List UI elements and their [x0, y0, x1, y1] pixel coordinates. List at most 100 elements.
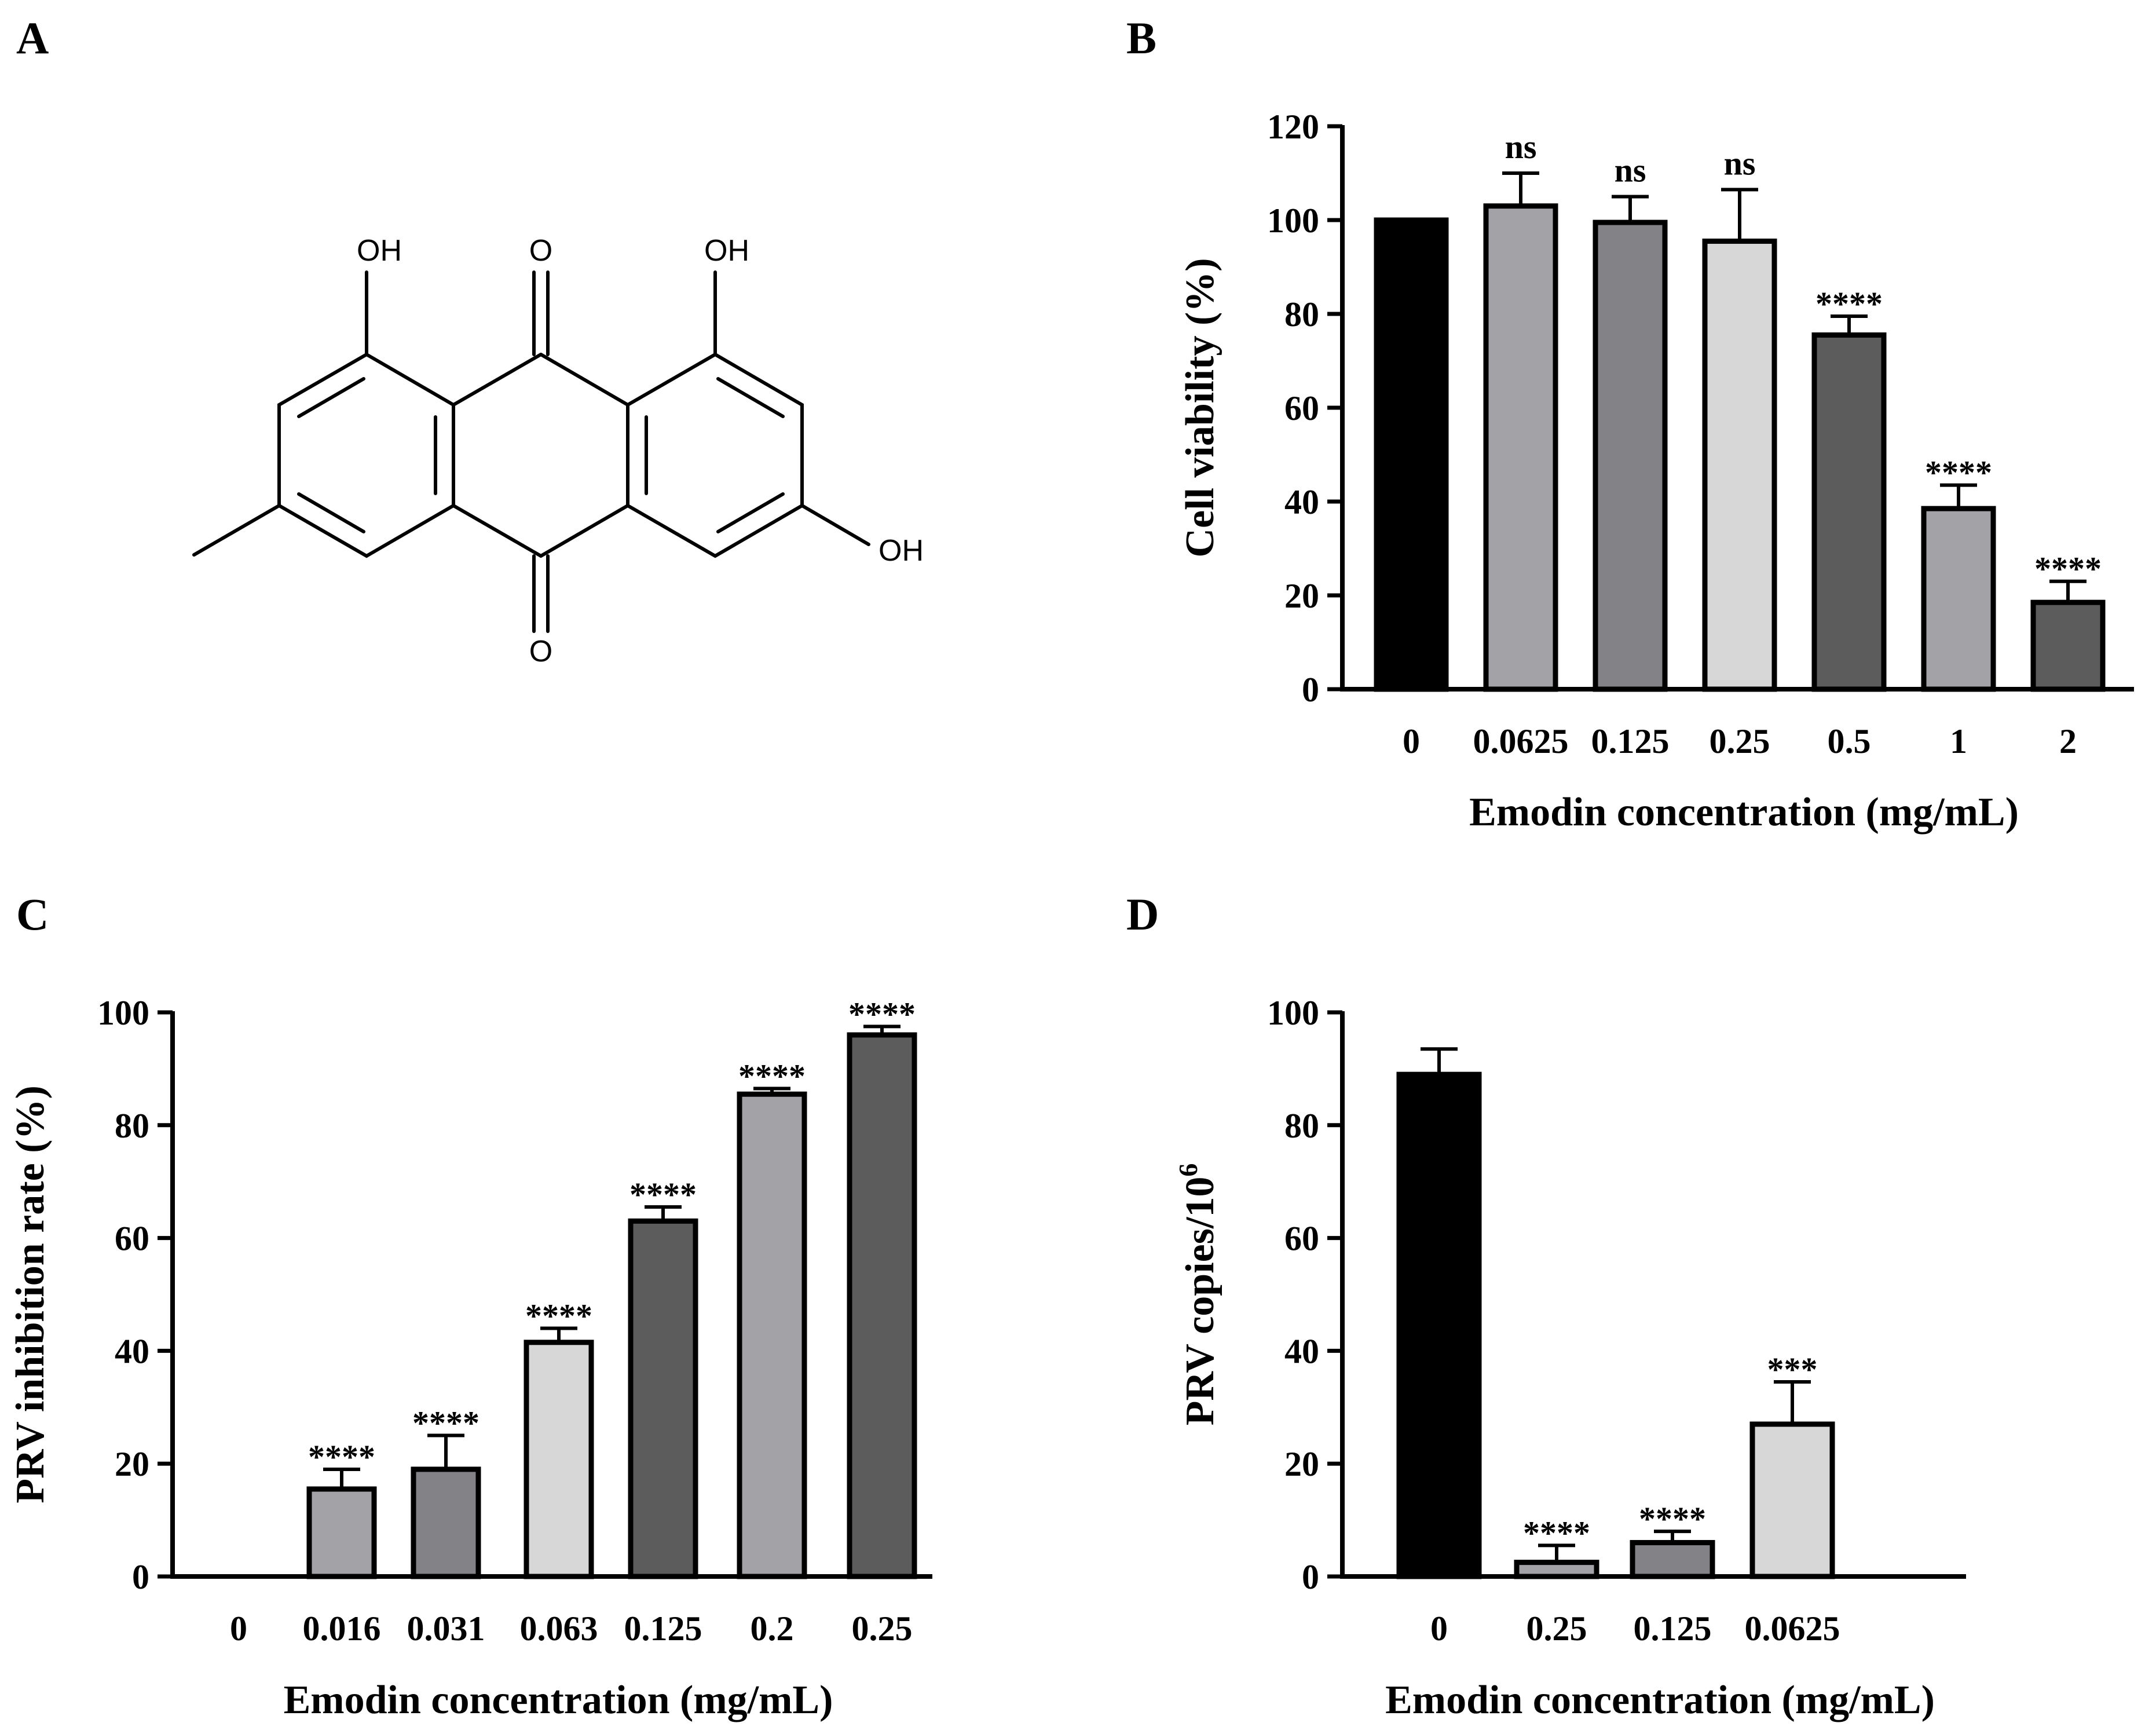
right-ring [626, 352, 804, 558]
atom-o-top: O [529, 234, 552, 268]
emodin-structure [192, 270, 870, 633]
chart-b-x-tick-label: 2 [2059, 722, 2077, 760]
chart-c-x-axis-title: Emodin concentration (mg/mL) [284, 1678, 833, 1722]
chart-c-y-tick-label: 60 [115, 1220, 149, 1258]
chart-d-significance-label: *** [1767, 1351, 1818, 1388]
chart-b-x-tick-label: 0.125 [1591, 722, 1670, 760]
chart-c-bar [306, 1486, 377, 1579]
atom-oh-top-right: OH [704, 234, 749, 268]
chart-c-x-tick-label: 0.031 [407, 1609, 485, 1648]
chart-b-significance-label: **** [1815, 285, 1883, 323]
chart-c-y-tick-label: 0 [132, 1558, 149, 1596]
chart-b-x-axis-title: Emodin concentration (mg/mL) [1469, 790, 2019, 835]
chart-b-x-tick-label: 0.0625 [1473, 722, 1569, 760]
chart-c-x-tick-label: 0.016 [303, 1609, 381, 1648]
chart-b-y-tick-label: 20 [1284, 577, 1319, 615]
chart-b-x-tick-label: 0 [1403, 722, 1420, 760]
chart-b-bar [2030, 599, 2106, 692]
chart-c-bar [737, 1091, 807, 1579]
chart-d-y-axis-title-superscript: 6 [1173, 1164, 1203, 1177]
middle-ring-bottom-right-bond [539, 504, 629, 558]
chart-d-x-axis-title: Emodin concentration (mg/mL) [1385, 1678, 1935, 1722]
chart-b-x-tick-label: 0.5 [1828, 722, 1871, 760]
chart-d-prv-copies: 0 20 40 60 80 100 0 **** 0.25 **** 0.125 *** 0.0625 E… [1173, 994, 1966, 1722]
chart-d-y-tick-label: 100 [1267, 994, 1319, 1032]
chart-c-significance-label: **** [308, 1438, 375, 1476]
chart-d-significance-label: **** [1639, 1500, 1706, 1538]
atom-o-bottom: O [529, 635, 552, 668]
chart-b-x-tick-label: 1 [1950, 722, 1967, 760]
chart-c-y-tick-label: 100 [97, 994, 149, 1032]
chart-b-x-tick-label: 0.25 [1710, 722, 1770, 760]
panel-label-d: D [1126, 889, 1159, 939]
chart-d-significance-label: **** [1523, 1514, 1590, 1552]
chart-c-y-tick-label: 80 [115, 1107, 149, 1145]
middle-ring-top-left-bond [452, 353, 543, 407]
methyl-bond [192, 504, 281, 557]
chart-b-significance-label: ns [1615, 152, 1646, 189]
middle-ring-top-right-bond [539, 353, 629, 407]
chart-d-y-axis-title: PRV copies/106 [1173, 1164, 1222, 1426]
chart-c-significance-label: **** [525, 1297, 592, 1334]
chart-b-bar [1921, 506, 1996, 692]
chart-b-significance-label: **** [2034, 550, 2102, 588]
chart-c-y-axis-title: PRV inhibition rate (%) [8, 1085, 53, 1503]
chart-b-cell-viability: 0 20 40 60 80 100 120 0 ns 0.0625 ns 0.125 ns 0.25 ***… [1178, 108, 2134, 835]
chart-d-bar [1749, 1421, 1835, 1579]
chart-b-y-tick-label: 120 [1267, 108, 1319, 146]
chart-c-significance-label: **** [412, 1404, 479, 1442]
chart-c-prv-inhibition: 0 20 40 60 80 100 0 **** 0.016 **** 0.031 **** 0.063… [8, 994, 932, 1722]
chart-d-bar [1396, 1071, 1482, 1579]
chart-d-y-tick-label: 80 [1284, 1107, 1319, 1145]
chart-d-x-tick-label: 0 [1430, 1609, 1448, 1648]
chart-d-bar [1630, 1540, 1715, 1579]
chart-b-y-tick-label: 80 [1284, 295, 1319, 334]
chart-b-significance-label: **** [1925, 454, 1992, 492]
chart-b-bar [1593, 220, 1668, 692]
chart-d-x-tick-label: 0.0625 [1745, 1609, 1840, 1648]
chart-c-bar [524, 1340, 594, 1579]
chart-b-y-tick-label: 40 [1284, 483, 1319, 521]
chart-c-significance-label: **** [629, 1176, 697, 1213]
left-ring-double-bond-1 [297, 377, 365, 418]
chart-b-bar [1483, 203, 1558, 692]
chart-b-y-tick-label: 0 [1302, 671, 1319, 709]
middle-ring-bottom-left-bond [452, 504, 543, 558]
hydroxyl-bond-lower-right [800, 504, 870, 546]
chart-d-y-tick-label: 20 [1284, 1445, 1319, 1483]
chart-b-bar [1374, 217, 1449, 692]
panel-label-b: B [1126, 13, 1156, 63]
chart-c-x-tick-label: 0.25 [852, 1609, 913, 1648]
chart-c-bar [411, 1466, 481, 1579]
chart-d-x-tick-label: 0.25 [1527, 1609, 1587, 1648]
chart-b-significance-label: ns [1505, 128, 1537, 166]
right-ring-double-bond-3 [716, 492, 785, 533]
atom-oh-right: OH [878, 534, 924, 568]
chart-c-x-tick-label: 0.063 [520, 1609, 598, 1648]
chart-d-y-tick-label: 40 [1284, 1332, 1319, 1370]
chart-c-x-tick-label: 0.2 [751, 1609, 794, 1648]
chart-b-bar [1811, 332, 1887, 692]
atom-oh-top-left: OH [357, 234, 402, 268]
left-ring-double-bond-2 [297, 492, 365, 533]
chart-c-y-tick-label: 20 [115, 1445, 149, 1483]
left-ring [277, 352, 455, 558]
right-ring-double-bond-2 [716, 377, 785, 418]
chart-c-x-tick-label: 0.125 [624, 1609, 702, 1648]
chart-c-bar [628, 1218, 698, 1579]
chart-d-x-tick-label: 0.125 [1634, 1609, 1712, 1648]
chart-d-bar [1514, 1560, 1599, 1579]
chart-b-y-tick-label: 100 [1267, 202, 1319, 240]
chart-b-significance-label: ns [1724, 144, 1756, 182]
chart-c-y-tick-label: 40 [115, 1332, 149, 1370]
chart-c-significance-label: **** [738, 1057, 806, 1095]
chart-b-y-axis-title: Cell viability (%) [1178, 258, 1222, 557]
chart-c-x-tick-label: 0 [230, 1609, 247, 1648]
chart-b-bar [1702, 238, 1777, 692]
chart-d-y-tick-label: 0 [1302, 1558, 1319, 1596]
chart-d-y-tick-label: 60 [1284, 1220, 1319, 1258]
chart-c-significance-label: **** [848, 995, 916, 1033]
panel-label-c: C [16, 889, 49, 939]
chart-c-bar [847, 1032, 917, 1579]
